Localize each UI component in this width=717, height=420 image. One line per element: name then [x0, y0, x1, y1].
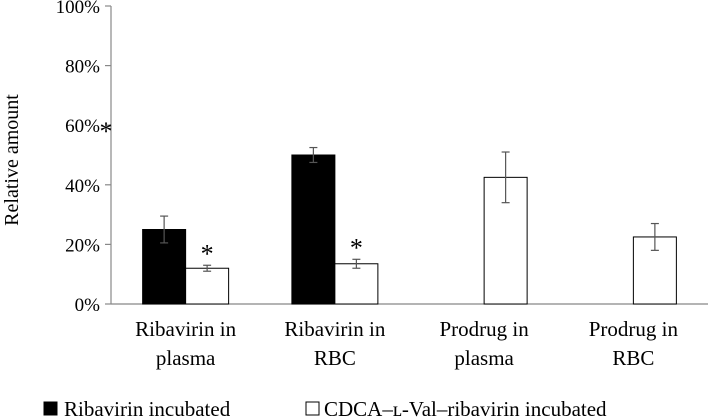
y-tick-label: 20%: [65, 235, 100, 256]
y-tick-label: 0%: [75, 295, 101, 316]
x-category-label: Ribavirin in plasma: [135, 317, 236, 370]
legend-label-ribavirin: Ribavirin incubated: [64, 397, 231, 420]
bars: * *: [142, 146, 677, 305]
y-axis-label: Relative amount: [1, 94, 23, 226]
legend-swatch-ribavirin: [43, 401, 58, 416]
bar: [334, 263, 379, 305]
y-tick-label: 80%: [65, 57, 100, 78]
x-category-label: Ribavirin in RBC: [284, 317, 385, 370]
y-tick-label: 100%: [56, 0, 101, 18]
y-axis-asterisk-annotation: *: [100, 117, 113, 146]
legend-label-prodrug: CDCA–ʟ-Val–ribavirin incubated: [324, 397, 607, 420]
x-axis-categories: Ribavirin in plasma Ribavirin in RBC Prodrug…: [135, 317, 678, 370]
y-axis-ticks: 0% 20% 40% 60% 80% 100%: [56, 0, 111, 316]
significance-marker: *: [350, 233, 363, 262]
y-tick-label: 40%: [65, 176, 100, 197]
x-category-label: Prodrug in RBC: [589, 317, 679, 370]
bar: [185, 267, 230, 305]
bar: [291, 154, 336, 305]
significance-marker: *: [201, 239, 214, 268]
y-tick-label: 60%: [65, 116, 100, 137]
legend-swatch-prodrug: [305, 401, 320, 416]
legend: Ribavirin incubated CDCA–ʟ-Val–ribavirin…: [43, 397, 607, 420]
x-category-label: Prodrug in plasma: [440, 317, 530, 370]
